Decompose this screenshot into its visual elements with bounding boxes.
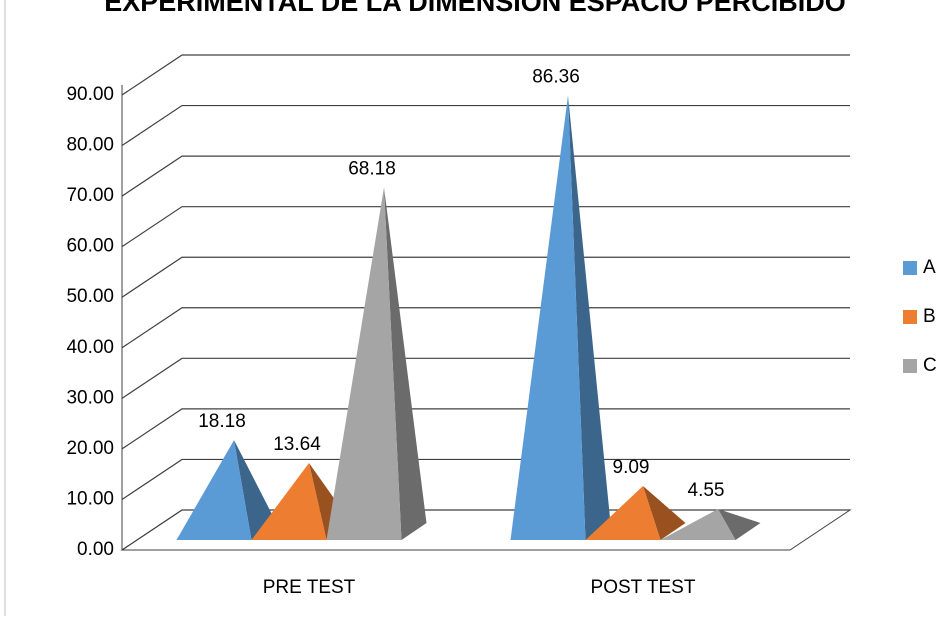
y-tick-label: 30.00 bbox=[66, 387, 114, 408]
grid-line bbox=[121, 104, 850, 147]
pyramid bbox=[510, 95, 611, 540]
legend-label: B bbox=[923, 306, 936, 327]
y-tick-label: 90.00 bbox=[66, 84, 114, 105]
pyramid-side bbox=[234, 440, 277, 540]
data-label: 18.18 bbox=[198, 411, 246, 432]
pyramid-side bbox=[643, 486, 686, 540]
legend-label: C bbox=[923, 355, 937, 376]
grid-line bbox=[121, 357, 850, 399]
pyramid-front bbox=[660, 508, 736, 540]
pyramid-front bbox=[176, 440, 252, 540]
legend-swatch bbox=[903, 261, 917, 275]
pyramid bbox=[326, 187, 427, 540]
grid-line bbox=[121, 256, 850, 298]
y-tick-label: 20.00 bbox=[66, 438, 114, 459]
data-label: 86.36 bbox=[532, 66, 580, 87]
y-tick-label: 80.00 bbox=[66, 135, 114, 156]
pyramid bbox=[176, 440, 277, 540]
y-tick-label: 70.00 bbox=[66, 185, 114, 206]
grid-line bbox=[121, 307, 850, 349]
pyramid-front bbox=[326, 187, 402, 540]
legend-label: A bbox=[923, 257, 936, 278]
grid-line bbox=[121, 458, 850, 500]
legend-swatch bbox=[903, 310, 917, 324]
y-tick-label: 50.00 bbox=[66, 286, 114, 307]
data-label: 13.64 bbox=[273, 434, 321, 455]
pyramid-side bbox=[568, 95, 611, 540]
pyramid bbox=[585, 486, 686, 540]
y-tick-label: 10.00 bbox=[66, 488, 114, 509]
pyramid bbox=[660, 508, 761, 540]
y-tick-label: 40.00 bbox=[66, 337, 114, 358]
chart-title: EXPERIMENTAL DE LA DIMENSIÓN ESPACIO PER… bbox=[104, 0, 846, 17]
x-tick-label: PRE TEST bbox=[263, 577, 356, 598]
legend-swatch bbox=[903, 359, 917, 373]
data-label: 9.09 bbox=[613, 457, 650, 478]
pyramid-side bbox=[718, 508, 761, 540]
y-tick-label: 60.00 bbox=[66, 236, 114, 257]
data-label: 68.18 bbox=[348, 158, 396, 179]
y-tick-label: 0.00 bbox=[77, 539, 114, 560]
pyramid-front bbox=[585, 486, 661, 540]
pyramid-front bbox=[510, 95, 586, 540]
x-tick-label: POST TEST bbox=[591, 577, 696, 598]
grid-line bbox=[121, 206, 850, 248]
grid-line bbox=[121, 54, 850, 96]
data-label: 4.55 bbox=[688, 480, 725, 501]
grid-line bbox=[121, 408, 850, 450]
pyramid-side bbox=[384, 187, 427, 540]
grid-line bbox=[121, 155, 850, 197]
pyramid-front bbox=[251, 463, 327, 540]
